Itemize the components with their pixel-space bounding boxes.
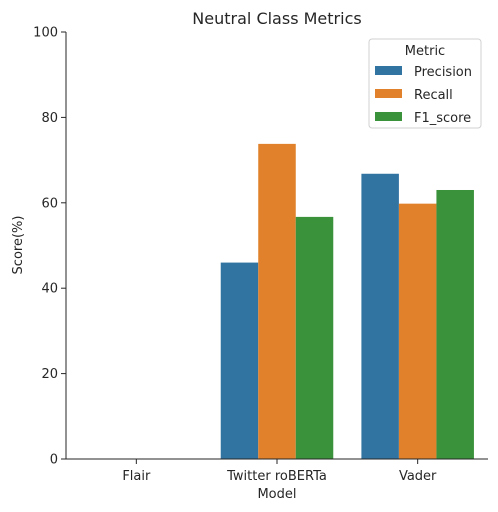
legend-items: Precision Recall F1_score: [375, 65, 472, 126]
legend-label-recall: Recall: [414, 88, 453, 103]
bars-group: [220, 143, 474, 460]
bar-vader-precision: [361, 173, 399, 459]
bar-twitter-roberta-f1-score: [295, 216, 334, 459]
legend-label-precision: Precision: [414, 65, 472, 80]
x-tick-label: Vader: [399, 469, 437, 484]
legend-swatch-recall: [375, 89, 402, 98]
x-tick-label: Flair: [122, 469, 151, 484]
legend-title: Metric: [405, 44, 445, 59]
legend-swatch-precision: [375, 66, 402, 75]
y-tick-label: 100: [33, 26, 58, 41]
bar-vader-f1-score: [436, 189, 474, 460]
legend-frame: [368, 38, 482, 129]
y-tick-label: 0: [50, 453, 58, 468]
x-ticks-group: Flair Twitter roBERTa Vader: [122, 459, 437, 484]
y-tick-label: 60: [41, 196, 58, 211]
x-tick-label: Twitter roBERTa: [226, 469, 327, 484]
bar-twitter-roberta-recall: [258, 143, 296, 459]
y-tick-label: 20: [41, 367, 58, 382]
x-axis-label: Model: [257, 487, 296, 502]
bar-twitter-roberta-precision: [220, 262, 259, 459]
y-axis-label: Score(%): [11, 216, 26, 275]
legend: Metric Precision Recall F1_score: [368, 38, 482, 129]
y-tick-label: 80: [41, 111, 58, 126]
chart-title: Neutral Class Metrics: [192, 9, 361, 28]
bar-vader-recall: [398, 203, 437, 459]
y-ticks-group: 0 20 40 60 80 100: [33, 26, 66, 468]
y-tick-label: 40: [41, 282, 58, 297]
legend-swatch-f1-score: [375, 112, 402, 121]
legend-label-f1-score: F1_score: [414, 111, 471, 126]
